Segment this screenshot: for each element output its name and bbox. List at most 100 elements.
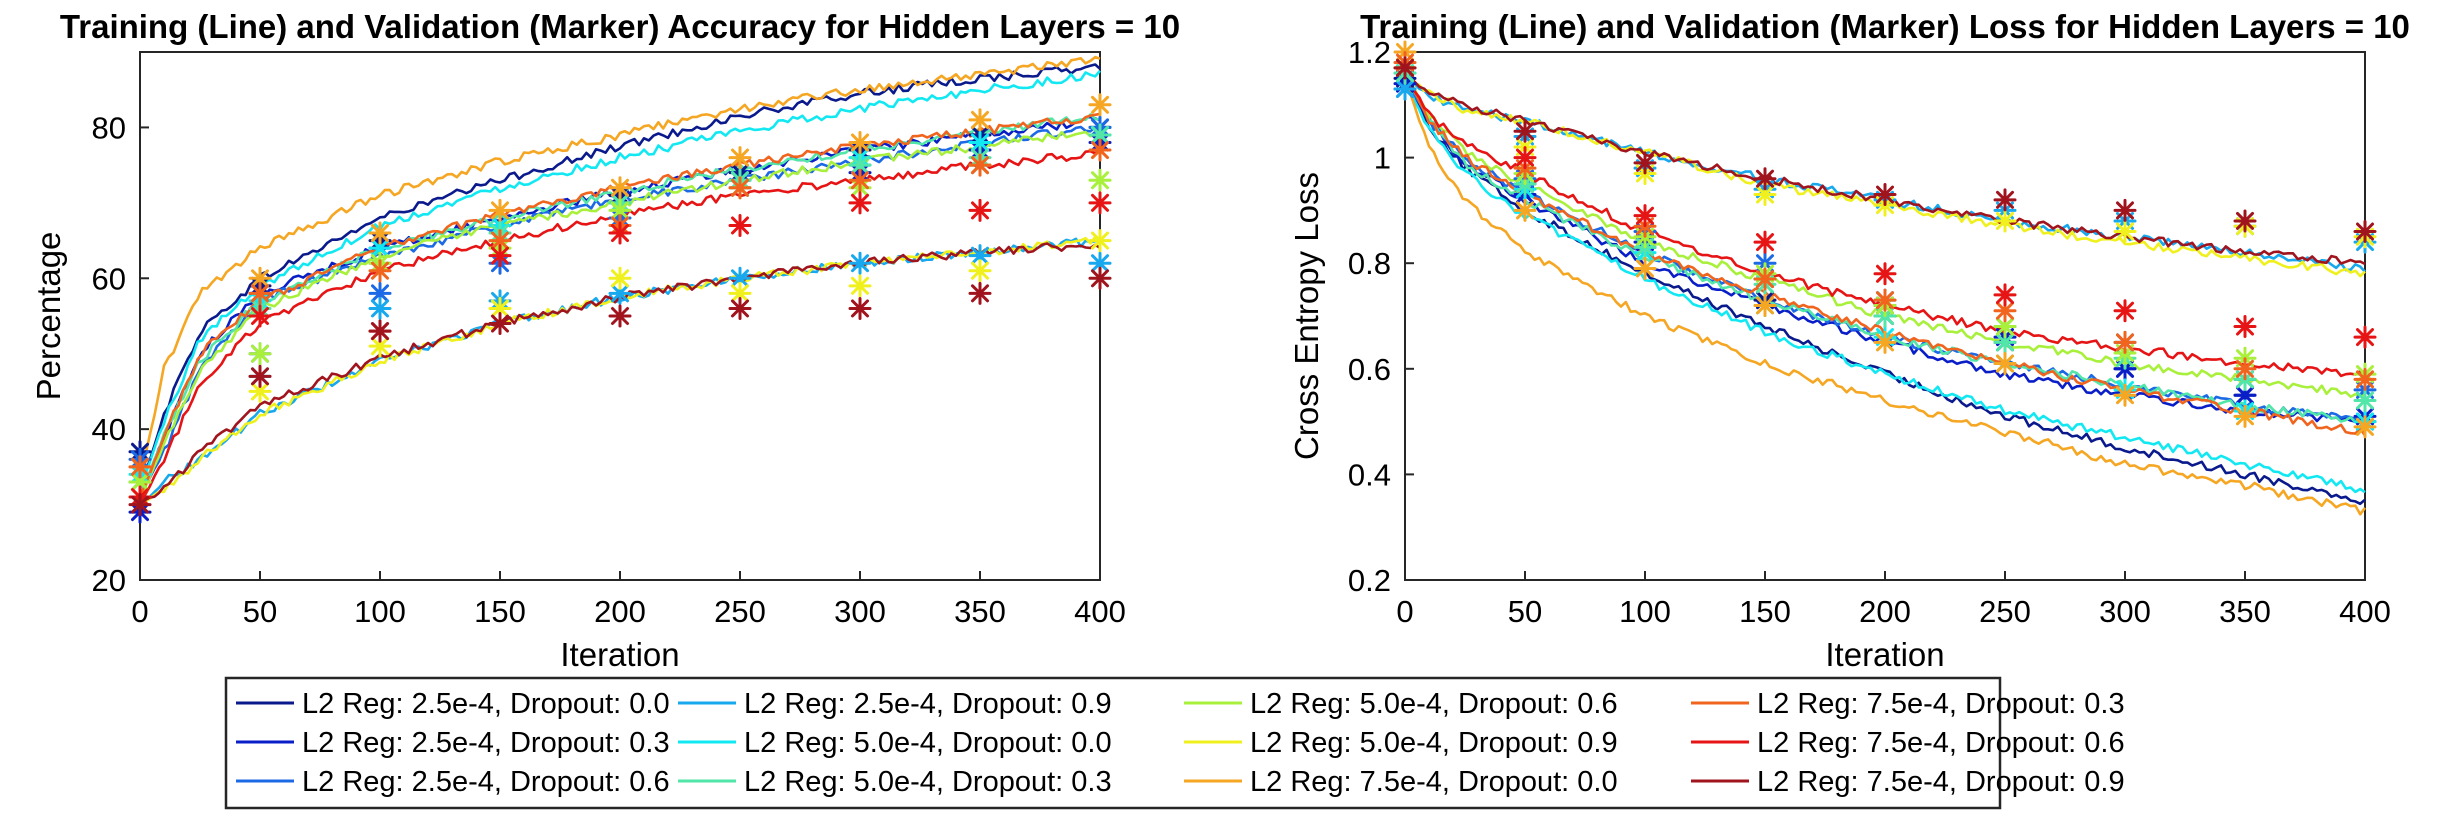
validation-marker <box>368 319 392 343</box>
legend-item: L2 Reg: 5.0e-4, Dropout: 0.3 <box>678 766 1112 798</box>
x-tick-label: 0 <box>1396 594 1413 629</box>
legend-label: L2 Reg: 5.0e-4, Dropout: 0.3 <box>744 766 1112 798</box>
y-tick-label: 80 <box>92 110 126 145</box>
legend-item: L2 Reg: 5.0e-4, Dropout: 0.0 <box>678 727 1112 759</box>
validation-marker <box>368 259 392 283</box>
validation-marker <box>1753 267 1777 291</box>
x-tick-label: 250 <box>714 594 766 629</box>
legend-item: L2 Reg: 5.0e-4, Dropout: 0.6 <box>1184 688 1618 720</box>
validation-marker <box>368 236 392 260</box>
legend-label: L2 Reg: 7.5e-4, Dropout: 0.3 <box>1757 688 2125 720</box>
validation-marker <box>2353 415 2377 439</box>
training-line-series-5 <box>1403 79 2366 494</box>
validation-marker <box>2353 367 2377 391</box>
legend-item: L2 Reg: 2.5e-4, Dropout: 0.0 <box>236 688 670 720</box>
validation-marker <box>2113 383 2137 407</box>
x-tick-label: 200 <box>1859 594 1911 629</box>
validation-marker <box>1088 93 1112 117</box>
validation-marker <box>2113 198 2137 222</box>
legend-item: L2 Reg: 2.5e-4, Dropout: 0.9 <box>678 688 1112 720</box>
x-tick-label: 150 <box>474 594 526 629</box>
y-axis-label: Cross Entropy Loss <box>1288 172 1325 460</box>
validation-marker <box>1513 146 1537 170</box>
y-tick-label: 20 <box>92 563 126 598</box>
validation-marker <box>728 296 752 320</box>
x-tick-label: 400 <box>1074 594 1126 629</box>
training-line-series-12 <box>1404 73 2366 266</box>
validation-marker <box>1873 288 1897 312</box>
x-tick-label: 100 <box>1619 594 1671 629</box>
validation-marker <box>848 191 872 215</box>
validation-marker <box>1088 168 1112 192</box>
chart-title: Training (Line) and Validation (Marker) … <box>60 8 1180 45</box>
validation-marker <box>1513 198 1537 222</box>
validation-marker <box>608 304 632 328</box>
validation-marker <box>1088 138 1112 162</box>
validation-marker <box>248 266 272 290</box>
x-tick-label: 350 <box>954 594 1006 629</box>
validation-marker <box>968 198 992 222</box>
validation-marker <box>1633 204 1657 228</box>
x-tick-label: 0 <box>131 594 148 629</box>
legend-label: L2 Reg: 5.0e-4, Dropout: 0.6 <box>1250 688 1618 720</box>
validation-marker <box>2233 357 2257 381</box>
legend-label: L2 Reg: 2.5e-4, Dropout: 0.6 <box>302 766 670 798</box>
legend-item: L2 Reg: 7.5e-4, Dropout: 0.3 <box>1691 688 2125 720</box>
validation-marker <box>1393 56 1417 80</box>
validation-marker <box>1393 77 1417 101</box>
x-tick-label: 150 <box>1739 594 1791 629</box>
validation-marker <box>968 259 992 283</box>
x-axis-label: Iteration <box>560 636 679 673</box>
validation-marker <box>968 108 992 132</box>
legend-label: L2 Reg: 2.5e-4, Dropout: 0.9 <box>744 688 1112 720</box>
y-tick-label: 0.6 <box>1348 352 1391 387</box>
validation-marker <box>968 281 992 305</box>
x-tick-label: 350 <box>2219 594 2271 629</box>
x-tick-label: 300 <box>834 594 886 629</box>
validation-marker <box>1993 188 2017 212</box>
validation-marker <box>1873 330 1897 354</box>
x-tick-label: 300 <box>2099 594 2151 629</box>
loss-chart: Training (Line) and Validation (Marker) … <box>1288 8 2410 673</box>
validation-marker <box>2233 404 2257 428</box>
validation-marker <box>848 168 872 192</box>
validation-marker <box>608 266 632 290</box>
validation-marker <box>968 153 992 177</box>
validation-marker <box>1993 299 2017 323</box>
legend-item: L2 Reg: 7.5e-4, Dropout: 0.9 <box>1691 766 2125 798</box>
validation-marker <box>248 304 272 328</box>
validation-marker <box>1993 209 2017 233</box>
y-tick-label: 0.8 <box>1348 246 1391 281</box>
validation-marker <box>2233 315 2257 339</box>
legend-label: L2 Reg: 7.5e-4, Dropout: 0.6 <box>1757 727 2125 759</box>
validation-marker <box>488 312 512 336</box>
legend-label: L2 Reg: 2.5e-4, Dropout: 0.0 <box>302 688 670 720</box>
legend-label: L2 Reg: 7.5e-4, Dropout: 0.0 <box>1250 766 1618 798</box>
y-tick-label: 1.2 <box>1348 35 1391 70</box>
validation-marker <box>848 251 872 275</box>
validation-marker <box>1753 230 1777 254</box>
training-line-series-1 <box>138 63 1101 490</box>
y-tick-label: 40 <box>92 412 126 447</box>
y-tick-label: 0.4 <box>1348 457 1391 492</box>
validation-marker <box>248 342 272 366</box>
chart-title: Training (Line) and Validation (Marker) … <box>1360 8 2410 45</box>
x-tick-label: 50 <box>1508 594 1542 629</box>
x-tick-label: 50 <box>243 594 277 629</box>
x-tick-label: 100 <box>354 594 406 629</box>
validation-marker <box>728 146 752 170</box>
validation-marker <box>2113 220 2137 244</box>
validation-marker <box>368 296 392 320</box>
validation-marker <box>2353 220 2377 244</box>
validation-marker <box>1993 352 2017 376</box>
validation-marker <box>1088 229 1112 253</box>
validation-marker <box>2353 388 2377 412</box>
y-axis-label: Percentage <box>30 232 67 401</box>
validation-marker <box>608 221 632 245</box>
validation-marker <box>128 493 152 517</box>
legend-item: L2 Reg: 5.0e-4, Dropout: 0.9 <box>1184 727 1618 759</box>
validation-marker <box>368 221 392 245</box>
validation-marker <box>848 274 872 298</box>
validation-marker <box>128 455 152 479</box>
